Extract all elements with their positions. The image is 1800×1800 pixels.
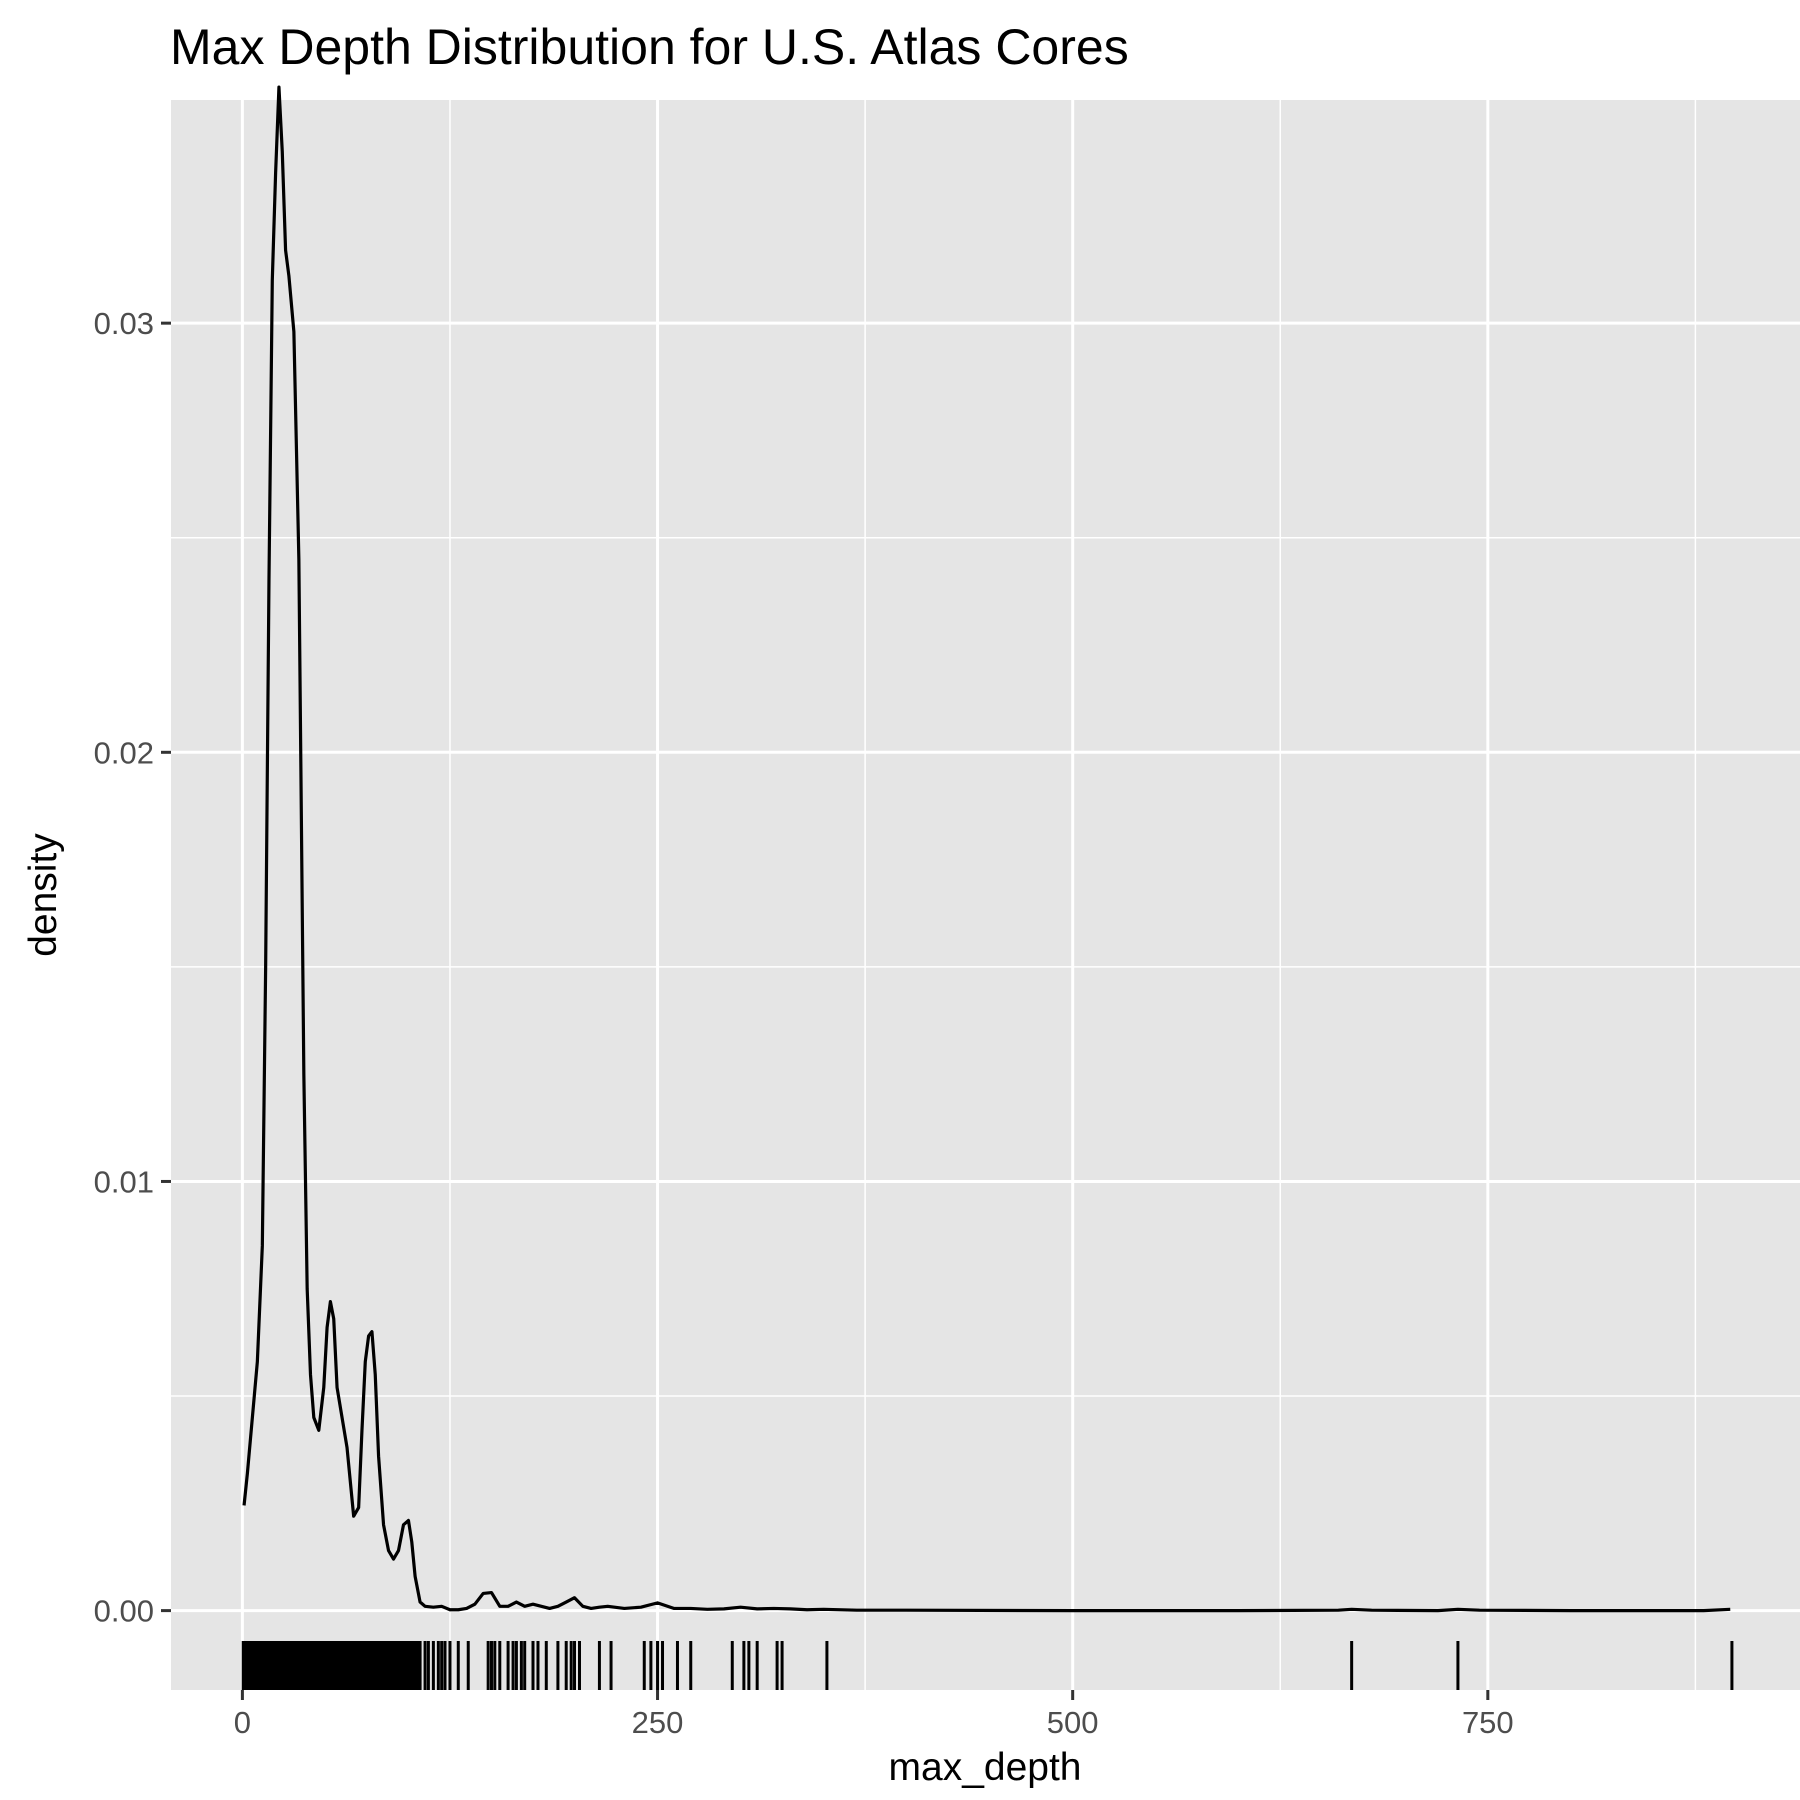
x-tick-label: 0 bbox=[234, 1705, 251, 1740]
major-gridlines bbox=[171, 100, 1800, 1690]
chart-title: Max Depth Distribution for U.S. Atlas Co… bbox=[170, 19, 1129, 75]
rug-marks bbox=[241, 1641, 1734, 1690]
y-tick-label: 0.02 bbox=[94, 735, 154, 770]
minor-gridlines bbox=[171, 100, 1800, 1690]
density-curve bbox=[242, 85, 1731, 1613]
x-tick-label: 250 bbox=[632, 1705, 684, 1740]
y-tick-label: 0.00 bbox=[94, 1594, 154, 1629]
x-axis-title: max_depth bbox=[889, 1746, 1082, 1789]
y-tick-label: 0.01 bbox=[94, 1164, 154, 1199]
y-tick-label: 0.03 bbox=[94, 306, 154, 341]
x-tick-label: 750 bbox=[1462, 1705, 1514, 1740]
plot-panel bbox=[171, 100, 1800, 1690]
x-tick-label: 500 bbox=[1047, 1705, 1099, 1740]
axis-ticks: 0 250 500 750 0.00 0.01 0.02 0.03 bbox=[94, 306, 1514, 1740]
y-axis-title: density bbox=[22, 833, 65, 957]
